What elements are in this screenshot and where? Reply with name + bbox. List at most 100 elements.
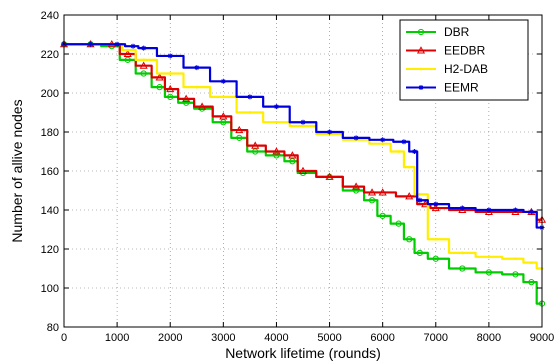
legend: DBR EEDBR H2-DAB EEMR (399, 19, 529, 101)
data-point (183, 99, 190, 106)
data-point (528, 209, 534, 215)
data-point (273, 152, 280, 159)
data-point (487, 255, 491, 259)
data-point (272, 147, 281, 155)
data-point (114, 41, 120, 47)
data-point (378, 188, 387, 196)
data-point (298, 166, 308, 175)
data-point (221, 95, 225, 99)
y-tick-label: 160 (41, 166, 59, 178)
x-axis-label: Network lifetime (rounds) (225, 345, 381, 361)
y-tick-label: 140 (41, 205, 59, 217)
y-tick-label: 220 (41, 49, 59, 61)
data-point (182, 94, 191, 102)
legend-label: EEDBR (444, 44, 486, 58)
legend-marker (419, 67, 423, 71)
data-point (431, 203, 440, 212)
data-point (512, 207, 518, 213)
data-point (301, 124, 305, 128)
data-point (198, 102, 207, 110)
y-tick-label: 100 (41, 283, 59, 295)
data-point (251, 141, 260, 149)
data-point (434, 237, 438, 241)
data-point (406, 236, 413, 243)
data-point (353, 135, 359, 141)
x-tick-label: 5000 (317, 332, 341, 344)
data-point (124, 56, 131, 63)
y-tick-label: 240 (41, 10, 59, 22)
y-tick-label: 200 (41, 88, 59, 100)
data-point (325, 172, 334, 180)
data-point (368, 197, 376, 204)
data-point (407, 165, 411, 169)
legend-marker (416, 46, 426, 54)
data-point (88, 41, 94, 47)
data-point (220, 78, 226, 84)
data-point (327, 129, 333, 135)
data-point (401, 139, 407, 145)
data-point (195, 85, 199, 89)
data-point (156, 84, 163, 91)
x-tick-label: 1000 (105, 332, 129, 344)
data-point (275, 120, 278, 124)
data-point (126, 48, 130, 52)
legend-item: EEDBR (406, 44, 486, 58)
legend-label: DBR (444, 25, 470, 39)
x-tick-label: 9000 (530, 332, 554, 344)
x-tick-label: 8000 (477, 332, 501, 344)
data-point (142, 58, 146, 62)
data-point (155, 73, 164, 81)
y-tick-label: 80 (47, 322, 59, 334)
x-tick-label: 3000 (211, 332, 235, 344)
series-line (64, 43, 542, 305)
axis-ticks: 0 1000 2000 3000 4000 5000 6000 7000 8000 9000 80 1… (41, 10, 555, 344)
data-point (459, 205, 465, 211)
y-axis-label: Number of allive nodes (9, 99, 25, 242)
x-tick-label: 7000 (424, 332, 448, 344)
series-lines (59, 40, 547, 307)
series-eemr (61, 41, 545, 231)
data-point (512, 271, 519, 278)
data-point (528, 279, 535, 286)
data-point (418, 193, 422, 196)
data-point (379, 212, 386, 219)
x-tick-label: 0 (61, 332, 67, 344)
data-point (252, 148, 259, 155)
data-point (247, 94, 253, 100)
data-point (417, 197, 423, 203)
data-point (168, 72, 172, 75)
y-tick-label: 120 (41, 244, 59, 256)
y-tick-label: 180 (41, 127, 59, 139)
data-point (235, 125, 244, 134)
data-point (140, 70, 147, 77)
series-line (64, 43, 542, 229)
data-point (460, 251, 464, 255)
data-point (459, 265, 466, 272)
data-point (432, 255, 439, 262)
data-point (397, 150, 400, 153)
data-point (529, 261, 533, 265)
data-point (486, 207, 492, 213)
data-point (485, 269, 492, 276)
data-point (433, 201, 439, 207)
data-point (300, 119, 306, 125)
data-point (367, 188, 377, 196)
data-point (167, 53, 173, 59)
data-point (514, 257, 517, 261)
x-tick-label: 2000 (158, 332, 182, 344)
data-point (380, 137, 386, 143)
data-point (273, 104, 279, 110)
legend-label: H2-DAB (444, 62, 488, 76)
data-point (236, 134, 243, 141)
data-point (130, 43, 136, 49)
data-point (352, 182, 361, 190)
data-point (219, 112, 228, 120)
legend-item: EEMR (406, 81, 479, 95)
data-point (395, 220, 402, 227)
data-point (139, 61, 148, 69)
data-point (166, 84, 175, 93)
legend-label: EEMR (444, 81, 479, 95)
x-tick-label: 6000 (370, 332, 394, 344)
data-point (288, 151, 297, 159)
